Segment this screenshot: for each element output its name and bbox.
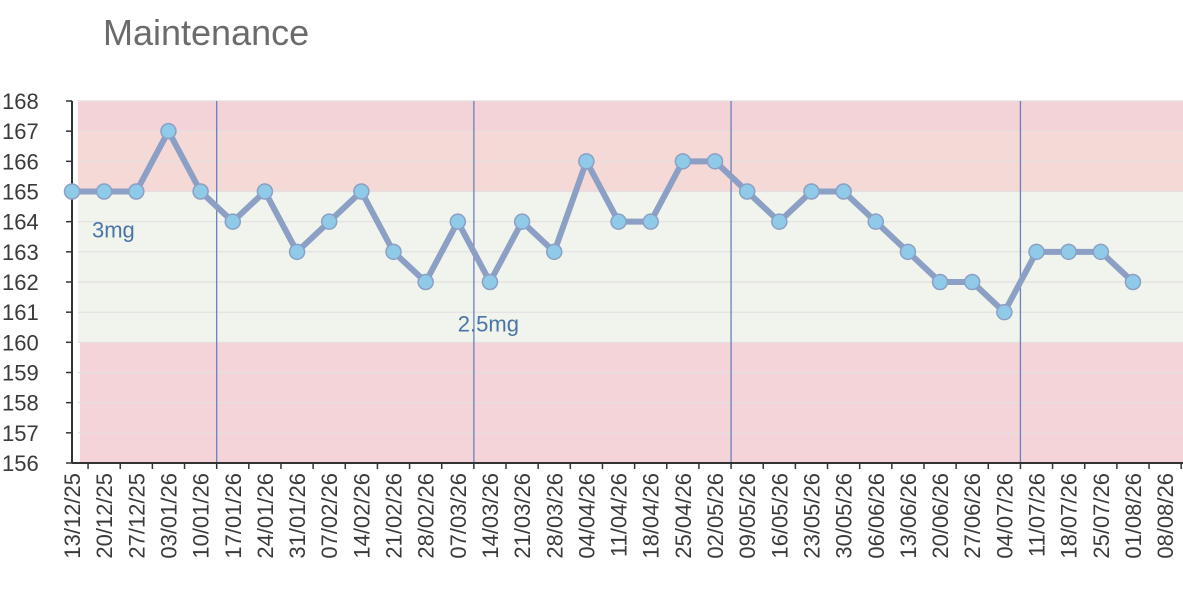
x-tick-label: 06/06/26 [864, 473, 889, 559]
y-tick-label: 161 [2, 300, 39, 325]
data-point [546, 243, 563, 261]
band-0-top-strip [78, 101, 1183, 132]
y-tick-label: 167 [2, 119, 39, 144]
annotation-label: 3mg [92, 218, 135, 243]
data-point [63, 183, 81, 200]
x-tick-label: 31/01/26 [285, 473, 310, 559]
data-point [256, 183, 274, 200]
x-tick-label: 14/03/26 [478, 473, 503, 559]
data-point [224, 213, 241, 230]
data-point [353, 183, 370, 200]
x-tick-label: 18/07/26 [1057, 473, 1082, 559]
y-tick-label: 165 [2, 180, 39, 205]
x-tick-label: 18/04/26 [639, 473, 664, 559]
series-line [69, 128, 1136, 316]
data-point [481, 273, 499, 291]
x-tick-label: 25/04/26 [671, 473, 696, 559]
x-tick-label: 20/12/25 [92, 473, 117, 559]
data-point [385, 243, 402, 261]
axes [66, 100, 1183, 469]
y-tick-labels: 156 157 158 159 160 161 162 163 164 165 166 167 168 [2, 89, 39, 476]
data-point [899, 243, 917, 261]
data-points [63, 122, 1142, 321]
data-point [996, 303, 1013, 321]
y-tick-label: 156 [2, 451, 39, 476]
chart-title: Maintenance [103, 12, 309, 53]
data-point [128, 183, 145, 200]
annotation-label: 2.5mg [458, 311, 519, 336]
data-point [449, 213, 467, 230]
data-point [771, 213, 788, 230]
x-tick-label: 14/02/26 [349, 473, 374, 559]
x-tick-label: 04/07/26 [992, 473, 1017, 559]
data-point [931, 273, 949, 291]
x-tick-label: 17/01/26 [221, 473, 246, 559]
x-tick-label: 30/05/26 [832, 473, 857, 559]
data-point [610, 213, 627, 230]
x-tick-label: 11/07/26 [1025, 473, 1050, 557]
y-tick-label: 162 [2, 270, 39, 295]
annotations: 3mg 2.5mg [92, 218, 519, 337]
data-point [192, 183, 209, 200]
data-point [674, 153, 692, 170]
y-tick-label: 166 [2, 149, 39, 174]
data-point [1124, 273, 1142, 291]
x-tick-label: 10/01/26 [189, 473, 214, 559]
x-tick-label: 03/01/26 [156, 473, 181, 559]
x-tick-label: 07/02/26 [317, 473, 342, 559]
data-point [963, 273, 981, 291]
x-tick-label: 13/12/25 [60, 473, 85, 559]
x-tick-label: 02/05/26 [703, 473, 728, 559]
x-tick-label: 07/03/26 [446, 473, 471, 559]
y-tick-label: 168 [2, 89, 39, 114]
x-tick-label: 28/02/26 [414, 473, 439, 559]
x-tick-label: 20/06/26 [928, 473, 953, 559]
x-tick-label: 11/04/26 [607, 473, 632, 557]
data-point [578, 153, 595, 170]
x-tick-label: 25/07/26 [1089, 473, 1114, 559]
x-tick-label: 04/04/26 [574, 473, 599, 559]
data-point [1060, 243, 1077, 261]
y-tick-label: 163 [2, 240, 39, 265]
data-point [706, 153, 724, 170]
x-tick-labels: 13/12/25 20/12/25 27/12/25 03/01/26 10/01/26… [60, 473, 1178, 559]
data-point [95, 183, 113, 200]
data-point [803, 183, 820, 200]
x-tick-label: 27/12/25 [124, 473, 149, 559]
y-tick-label: 160 [2, 330, 39, 355]
data-point [835, 183, 852, 200]
data-point [288, 243, 306, 261]
data-point [1028, 243, 1045, 261]
y-tick-label: 159 [2, 361, 39, 386]
data-point [1092, 243, 1110, 261]
x-tick-label: 21/03/26 [510, 473, 535, 559]
x-tick-label: 23/05/26 [799, 473, 824, 559]
data-point [320, 213, 338, 230]
x-tick-label: 21/02/26 [382, 473, 407, 559]
x-tick-label: 24/01/26 [253, 473, 278, 559]
series-polyline [69, 128, 1136, 316]
data-point [160, 122, 177, 140]
x-tick-label: 13/06/26 [896, 473, 921, 559]
x-tick-label: 01/08/26 [1121, 473, 1146, 559]
y-tick-label: 164 [2, 210, 39, 235]
data-point [513, 213, 531, 230]
x-tick-label: 08/08/26 [1153, 473, 1178, 559]
data-point [642, 213, 659, 230]
data-point [738, 183, 756, 200]
x-tick-label: 09/05/26 [735, 473, 760, 559]
y-tick-label: 157 [2, 421, 39, 446]
x-tick-label: 16/05/26 [767, 473, 792, 559]
data-point [867, 213, 884, 230]
x-tick-label: 28/03/26 [542, 473, 567, 559]
y-tick-label: 158 [2, 391, 39, 416]
x-tick-label: 27/06/26 [960, 473, 985, 559]
data-point [417, 273, 434, 291]
